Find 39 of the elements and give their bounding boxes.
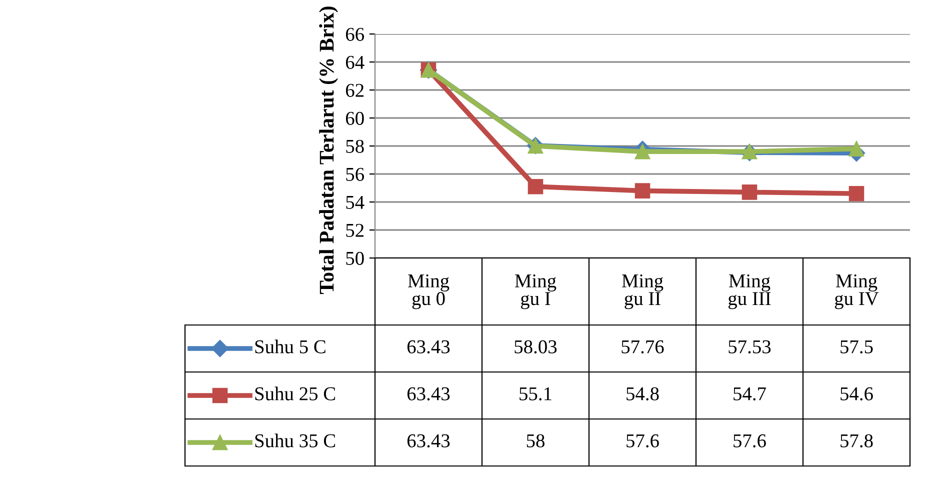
point [528,178,544,194]
y-tick-label: 58 [346,140,364,153]
y-tick-label: 60 [346,112,364,125]
y-tick-label: 66 [346,28,364,41]
y-tick-label: 50 [346,252,364,265]
legend-label: Suhu 5 C [255,340,326,354]
y-tick-label: 62 [346,84,364,97]
point [634,144,650,160]
x-tick-label: Ming gu I [514,274,556,310]
data-label: 58 [526,434,544,448]
data-label: 57.76 [622,340,664,354]
data-label: 55.1 [520,387,552,400]
point [848,141,864,156]
x-tick-label: Ming gu IV [834,274,879,310]
data-label: 63.43 [407,434,450,448]
y-tick-label: 54 [346,196,364,209]
data-label: 54.7 [734,387,766,400]
x-tick-label: Ming gu III [728,274,771,310]
y-tick-label: 52 [346,224,364,237]
data-label: 63.43 [407,387,450,400]
legend-label: Suhu 35 C [255,434,336,448]
data-label: 57.53 [728,340,771,354]
point [848,186,864,202]
y-tick-label: 56 [346,168,364,181]
data-label: 58.03 [514,340,557,354]
x-tick-label: Ming gu 0 [408,274,450,310]
y-axis-title: Total Padatan Terlarut (% Brix) [319,6,338,294]
data-label: 57.5 [840,340,873,354]
data-label: 54.6 [840,387,873,400]
x-tick-label: Ming gu II [622,274,664,310]
data-label: 57.6 [734,434,766,448]
y-tick-label: 64 [346,56,364,69]
point [634,183,650,198]
data-label: 57.8 [840,434,873,448]
data-label: 57.6 [626,434,659,448]
data-label: 54.8 [626,387,659,400]
legend-label: Suhu 25 C [255,386,336,400]
point [742,184,758,200]
data-label: 63.43 [407,340,450,354]
